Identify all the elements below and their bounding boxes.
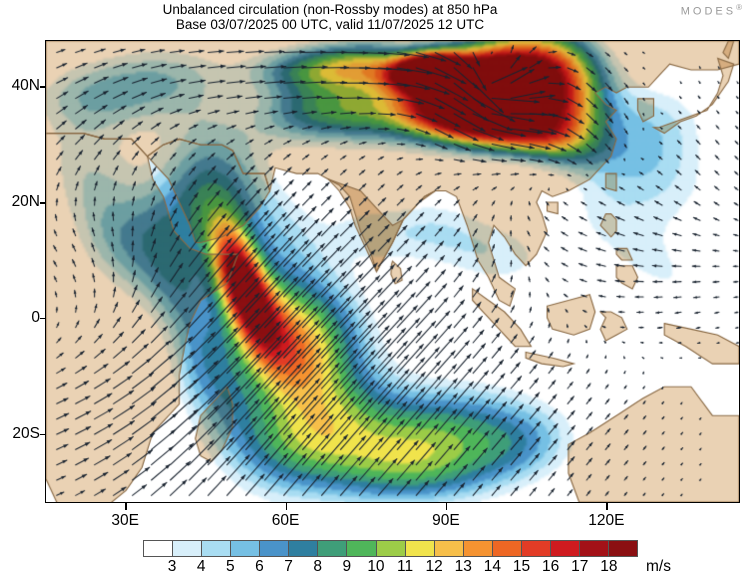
chart-subtitle: Base 03/07/2025 00 UTC, valid 11/07/2025… <box>175 17 485 32</box>
colorbar-tick-label: 12 <box>425 558 443 575</box>
x-axis-tick-label: 30E <box>111 512 139 529</box>
colorbar-swatch <box>202 541 232 556</box>
y-axis-tick-label: 20S <box>12 424 40 442</box>
colorbar-tick-label: 15 <box>512 558 531 575</box>
colorbar-swatch <box>347 541 377 556</box>
modes-logo-text: MODES <box>680 5 737 18</box>
colorbar-swatch <box>609 541 638 556</box>
x-axis-tick-mark <box>125 503 127 510</box>
x-axis-tick-mark <box>285 503 288 510</box>
colorbar-unit-label: m/s <box>646 558 671 575</box>
colorbar-swatch <box>521 541 551 556</box>
colorbar-tick-label: 14 <box>483 558 502 575</box>
colorbar-swatch <box>492 541 522 556</box>
colorbar-swatch <box>144 541 174 556</box>
colorbar-tick-label: 6 <box>255 558 264 575</box>
colorbar-tick-label: 17 <box>571 558 589 575</box>
colorbar-tick-label: 3 <box>167 558 177 575</box>
chart-title-block: Unbalanced circulation (non-Rossby modes… <box>0 2 660 32</box>
colorbar-swatch <box>376 541 406 556</box>
y-axis-tick-label: 20N <box>11 193 40 211</box>
x-axis-tick-label: 90E <box>432 512 460 529</box>
colorbar-swatch <box>260 541 290 556</box>
colorbar-swatch <box>405 541 435 556</box>
colorbar-tick-label: 7 <box>284 558 293 575</box>
modes-logo: MODES® <box>681 3 742 18</box>
chart-title: Unbalanced circulation (non-Rossby modes… <box>162 2 498 17</box>
colorbar-swatch <box>231 541 261 556</box>
colorbar-swatch <box>173 541 203 556</box>
colorbar-tick-label: 11 <box>397 558 414 575</box>
x-axis-tick-mark <box>445 503 448 510</box>
colorbar-tick-label: 10 <box>367 558 385 575</box>
colorbar-swatch <box>579 541 609 556</box>
colorbar <box>143 540 638 557</box>
y-axis-tick-label: 0 <box>31 308 40 326</box>
colorbar-tick-label: 16 <box>542 558 560 575</box>
colorbar-tick-label: 5 <box>226 558 235 575</box>
y-axis-tick-label: 40N <box>11 77 40 95</box>
x-axis-tick-mark <box>606 503 608 510</box>
map-plot-area <box>45 40 740 503</box>
colorbar-swatch <box>434 541 464 556</box>
colorbar-tick-label: 8 <box>313 558 323 575</box>
colorbar-swatch <box>318 541 348 556</box>
colorbar-swatch <box>289 541 319 556</box>
colorbar-swatch <box>550 541 580 556</box>
colorbar-tick-label: 13 <box>454 558 472 575</box>
map-canvas <box>46 41 739 502</box>
modes-logo-mark: ® <box>736 3 742 12</box>
colorbar-tick-label: 9 <box>342 558 352 575</box>
colorbar-tick-label: 18 <box>600 558 618 575</box>
x-axis-tick-label: 60E <box>271 512 300 529</box>
x-axis-tick-label: 120E <box>588 512 625 529</box>
colorbar-swatch <box>463 541 493 556</box>
colorbar-tick-label: 4 <box>196 558 206 575</box>
